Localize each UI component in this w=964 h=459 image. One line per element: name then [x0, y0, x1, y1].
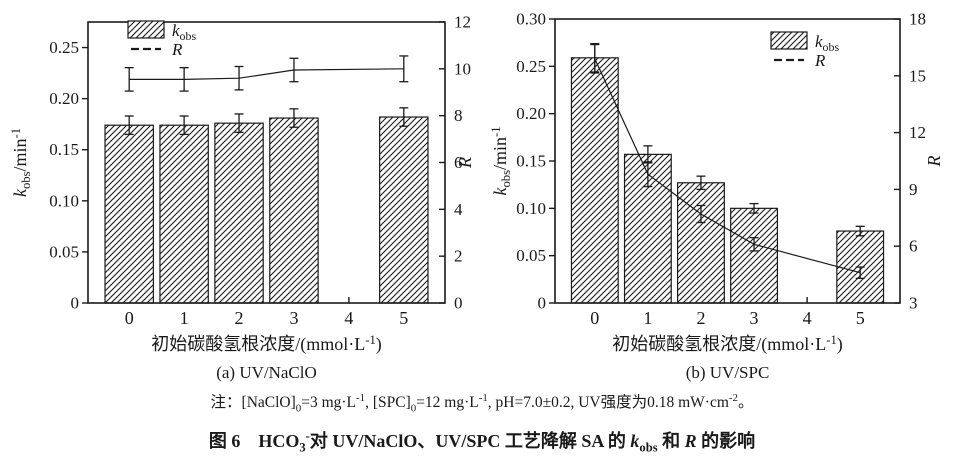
y-right-tick-label: 4 [454, 200, 463, 219]
y-left-tick-label: 0.15 [49, 140, 79, 159]
y-right-tick-label: 10 [454, 59, 471, 78]
x-tick-label: 2 [696, 308, 705, 328]
legend-r-label: R [814, 51, 826, 70]
plot-border [87, 21, 446, 304]
kobs-error-bars [590, 42, 865, 237]
y-left-tick-label: 0.05 [516, 246, 546, 265]
kobs-bars [104, 116, 429, 304]
x-tick-label: 0 [590, 308, 599, 328]
x-axis-label: 初始碳酸氢根浓度/(mmol·L-1) [612, 333, 843, 355]
x-axis-label: 初始碳酸氢根浓度/(mmol·L-1) [151, 333, 382, 355]
legend-kobs-label: kobs [815, 32, 839, 54]
x-tick-label: 0 [125, 308, 134, 328]
y-right-tick-label: 8 [454, 106, 463, 125]
y-right-tick-label: 2 [454, 247, 463, 266]
kobs-bar [104, 124, 154, 304]
plot-border [554, 18, 901, 304]
kobs-bar [730, 207, 778, 304]
y-right-tick-label: 6 [909, 237, 918, 256]
x-tick-label: 4 [803, 308, 812, 328]
y-left-tick-label: 0.20 [516, 104, 546, 123]
y-right-tick-label: 12 [909, 123, 926, 142]
x-tick-label: 5 [856, 308, 865, 328]
figure-note: 注：[NaClO]0=3 mg·L-1, [SPC]0=12 mg·L-1, p… [210, 392, 754, 415]
charts-row: 0 0.05 0.10 0.15 0.20 0.25 0 2 4 6 8 10 12 0 1 2 3 4 5 kobs… [9, 10, 944, 383]
kobs-bar [269, 117, 319, 304]
y-right-tick-label: 6 [454, 153, 463, 172]
x-tick-label: 3 [289, 308, 298, 328]
x-tick-label: 4 [344, 308, 353, 328]
y-axis-label-right: R [924, 156, 944, 168]
x-tick-label: 3 [750, 308, 759, 328]
y-left-tick-label: 0.25 [516, 57, 546, 76]
y-axis-label-left: kobs/min-1 [489, 126, 513, 195]
legend-kobs-swatch [127, 20, 165, 39]
kobs-bar [677, 182, 725, 304]
y-left-tick-label: 0 [538, 294, 547, 313]
r-line [129, 68, 404, 80]
y-right-tick-label: 9 [909, 180, 918, 199]
y-left-tick-label: 0.10 [516, 199, 546, 218]
kobs-bar [570, 57, 619, 304]
y-axis-label-right: R [455, 157, 475, 169]
figure-caption: 图 6 HCO3-对 UV/NaClO、UV/SPC 工艺降解 SA 的 kob… [208, 428, 756, 455]
r-line-series [590, 43, 865, 280]
y-right-tick-label: 12 [454, 13, 471, 32]
y-right-tick-label: 0 [454, 294, 463, 313]
y-left-tick-label: 0.20 [49, 89, 79, 108]
y-right-tick-label: 3 [909, 294, 918, 313]
x-tick-label: 2 [235, 308, 244, 328]
legend-r-label: R [171, 40, 183, 59]
y-right-tick-label: 18 [909, 10, 926, 29]
kobs-bar [214, 122, 264, 304]
y-left-tick-label: 0.25 [49, 38, 79, 57]
kobs-bar [159, 124, 209, 304]
x-tick-label: 1 [643, 308, 652, 328]
subplot-label: (a) UV/NaClO [216, 363, 317, 382]
y-axis-label-left: kobs/min-1 [9, 128, 33, 197]
y-right-tick-label: 15 [909, 66, 926, 85]
y-left-tick-label: 0.30 [516, 10, 546, 29]
x-tick-label: 5 [399, 308, 408, 328]
r-line-series [124, 55, 409, 92]
y-left-tick-label: 0.10 [49, 191, 79, 210]
legend-kobs-label: kobs [172, 21, 196, 43]
y-left-tick-label: 0 [71, 294, 80, 313]
kobs-error-bars [124, 107, 409, 136]
y-left-tick-label: 0.15 [516, 152, 546, 171]
kobs-bar [379, 116, 429, 304]
x-tick-label: 1 [180, 308, 189, 328]
legend-kobs-swatch [770, 31, 808, 50]
subplot-label: (b) UV/SPC [686, 363, 770, 382]
y-left-tick-label: 0.05 [49, 242, 79, 261]
